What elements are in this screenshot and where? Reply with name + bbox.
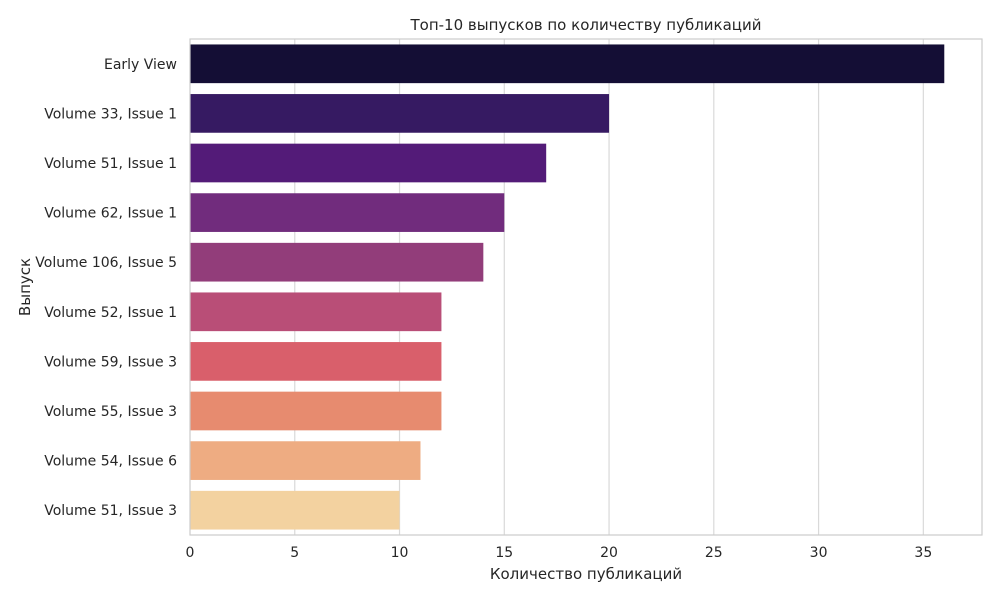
bar	[190, 392, 441, 431]
y-tick-label: Volume 59, Issue 3	[44, 354, 177, 370]
y-tick-label: Volume 62, Issue 1	[44, 206, 177, 222]
y-axis-label: Выпуск	[16, 258, 34, 316]
bar	[190, 292, 441, 331]
y-tick-label: Volume 106, Issue 5	[35, 255, 177, 271]
y-tick-label: Volume 33, Issue 1	[44, 106, 177, 122]
y-tick-label: Early View	[104, 57, 177, 73]
bar	[190, 144, 546, 183]
x-tick-label: 20	[600, 545, 618, 561]
bars	[190, 44, 944, 529]
bar	[190, 193, 504, 232]
x-tick-label: 35	[914, 545, 932, 561]
x-tick-label: 30	[810, 545, 828, 561]
x-tick-label: 10	[391, 545, 409, 561]
y-tick-label: Volume 55, Issue 3	[44, 404, 177, 420]
y-tick-label: Volume 52, Issue 1	[44, 305, 177, 321]
bar	[190, 243, 483, 282]
y-axis-ticks: Early View Volume 33, Issue 1 Volume 51, I…	[35, 57, 177, 519]
bar	[190, 44, 944, 83]
bar	[190, 491, 400, 530]
x-axis-ticks: 0 5 10 15 20 25 30 35	[186, 545, 933, 561]
bar	[190, 441, 420, 480]
x-tick-label: 25	[705, 545, 723, 561]
bar	[190, 94, 609, 133]
x-tick-label: 15	[495, 545, 513, 561]
x-tick-label: 5	[290, 545, 299, 561]
x-tick-label: 0	[186, 545, 195, 561]
y-tick-label: Volume 51, Issue 3	[44, 503, 177, 519]
chart-title: Топ-10 выпусков по количеству публикаций	[410, 16, 762, 34]
x-axis-label: Количество публикаций	[490, 565, 682, 583]
y-tick-label: Volume 54, Issue 6	[44, 454, 177, 470]
bar	[190, 342, 441, 381]
y-tick-label: Volume 51, Issue 1	[44, 156, 177, 172]
